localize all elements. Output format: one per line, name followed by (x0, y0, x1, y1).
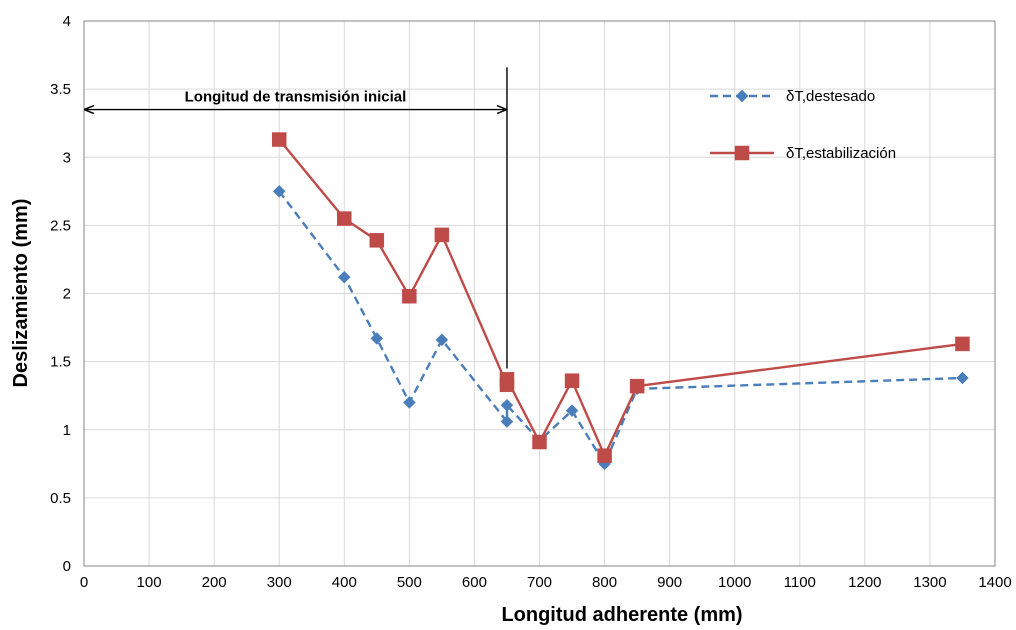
y-axis-ticks: 0 0.5 1 1.5 2 2.5 3 3.5 4 (50, 13, 71, 575)
legend-label: δT,estabilización (786, 145, 896, 162)
y-tick-label: 2 (63, 286, 71, 303)
data-point (272, 184, 286, 198)
x-tick-label: 1400 (978, 574, 1011, 591)
data-point (597, 448, 612, 463)
x-tick-label: 900 (657, 574, 682, 591)
annotations: Longitud de transmisión inicial (85, 67, 508, 369)
data-point (337, 211, 352, 226)
y-tick-label: 1.5 (50, 354, 71, 371)
x-tick-label: 1100 (784, 574, 816, 591)
x-tick-label: 600 (462, 574, 487, 591)
data-point (564, 373, 580, 388)
data-point (532, 434, 547, 450)
legend-marker (735, 89, 749, 103)
x-tick-label: 1000 (718, 574, 751, 591)
x-tick-label: 200 (202, 574, 227, 591)
data-series (271, 132, 970, 471)
data-point (434, 227, 450, 243)
x-tick-label: 700 (527, 574, 552, 591)
x-axis-title: Longitud adherente (mm) (501, 604, 742, 626)
x-axis-ticks: 0 100 200 300 400 500 600 700 800 900 1000 1100 1200… (80, 574, 1012, 591)
x-tick-label: 1200 (848, 574, 881, 591)
y-tick-label: 0 (63, 558, 71, 575)
data-point (370, 332, 384, 345)
series-2 (271, 132, 970, 463)
series-line (278, 190, 963, 465)
data-point (499, 372, 515, 387)
data-point (337, 270, 351, 284)
x-tick-label: 500 (397, 574, 422, 591)
y-tick-label: 3.5 (50, 81, 71, 98)
y-tick-label: 0.5 (50, 490, 71, 507)
data-point (271, 132, 287, 147)
data-point (500, 415, 514, 428)
data-point (565, 404, 579, 418)
y-tick-label: 2.5 (50, 217, 71, 234)
data-point (956, 371, 969, 385)
x-tick-label: 400 (332, 574, 357, 591)
y-tick-label: 1 (63, 422, 71, 439)
x-tick-label: 300 (267, 574, 292, 591)
data-point (435, 333, 449, 347)
data-point (629, 378, 645, 394)
plot-area-border (83, 20, 996, 567)
x-tick-label: 1300 (913, 574, 946, 591)
y-tick-label: 3 (63, 149, 71, 166)
legend-marker (734, 145, 750, 161)
legend-label: δT,destesado (786, 88, 875, 105)
data-point (369, 233, 385, 248)
x-tick-label: 100 (137, 574, 162, 591)
data-point (402, 288, 417, 304)
data-point (403, 396, 416, 409)
x-tick-label: 800 (592, 574, 617, 591)
legend: δT,destesado δT,estabilización (710, 88, 896, 162)
data-point (500, 398, 514, 412)
data-point (955, 336, 970, 352)
y-axis-title: Deslizamiento (mm) (10, 199, 32, 388)
y-tick-label: 4 (63, 13, 71, 30)
x-tick-label: 0 (80, 574, 88, 591)
annotation-label: Longitud de transmisión inicial (185, 89, 407, 106)
